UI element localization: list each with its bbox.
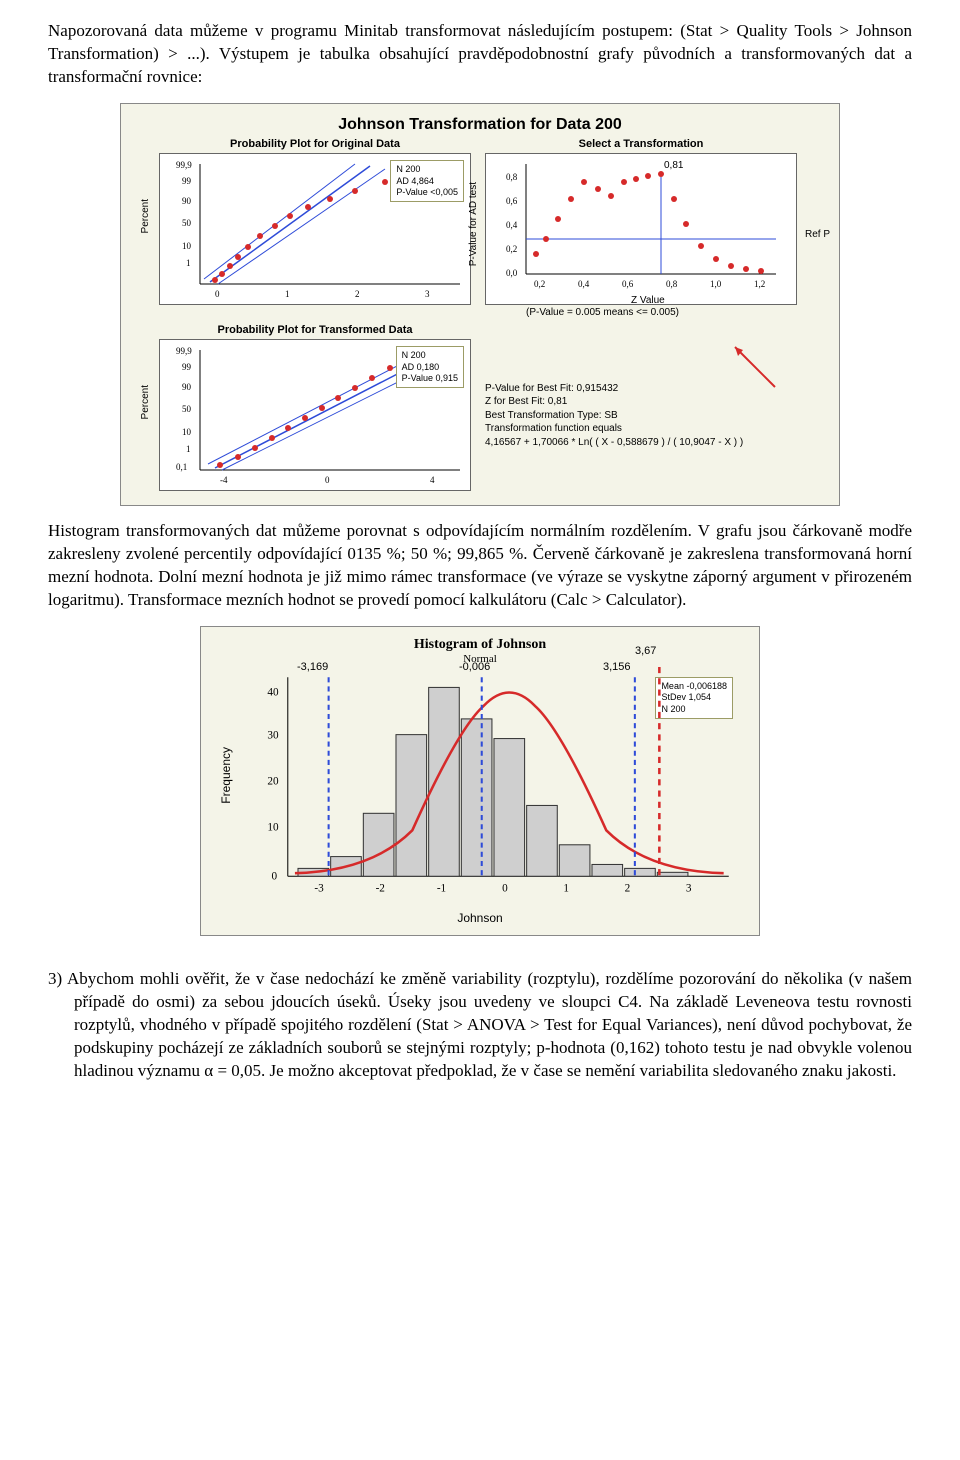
svg-text:0: 0 [325,475,330,485]
svg-text:99,9: 99,9 [176,160,192,170]
svg-text:-2: -2 [376,883,385,895]
svg-text:1,2: 1,2 [754,279,765,289]
svg-text:90: 90 [182,382,192,392]
svg-text:40: 40 [267,687,279,699]
svg-text:99: 99 [182,176,192,186]
svg-text:4: 4 [430,475,435,485]
p1-ad: AD 4,864 [396,176,458,187]
svg-text:0: 0 [215,289,220,299]
svg-text:10: 10 [182,241,192,251]
svg-text:0,6: 0,6 [622,279,634,289]
p3-n: N 200 [402,350,458,361]
bullet-paragraph: 3) Abychom mohli ověřit, že v čase nedoc… [48,968,912,1083]
intro-paragraph: Napozorovaná data můžeme v programu Mini… [48,20,912,89]
svg-text:3: 3 [686,883,692,895]
p3-ad: AD 0,180 [402,362,458,373]
svg-text:-1: -1 [437,883,446,895]
svg-text:1: 1 [186,258,191,268]
svg-text:99: 99 [182,362,192,372]
svg-text:1: 1 [563,883,569,895]
svg-text:50: 50 [182,218,192,228]
panel-select: Select a Transformation P-Value for AD t… [485,153,797,305]
panel3-title: Probability Plot for Transformed Data [160,324,470,336]
best-l2: Z for Best Fit: 0,81 [485,395,795,409]
panel1-title: Probability Plot for Original Data [160,138,470,150]
p1-n: N 200 [396,164,458,175]
hist-panel: Frequency -3,169 -0,006 3,156 3,67 Mean … [249,667,739,895]
best-l5: 4,16567 + 1,70066 * Ln( ( X - 0,588679 )… [485,436,795,450]
p3-ylabel: Percent [140,385,151,419]
johnson-chart: Johnson Transformation for Data 200 Prob… [120,103,840,507]
svg-text:0: 0 [502,883,508,895]
p2-ref: Ref P [805,229,830,240]
svg-text:0,1: 0,1 [176,462,187,472]
panel-transformed: Probability Plot for Transformed Data Pe… [159,339,471,491]
svg-text:1: 1 [186,444,191,454]
svg-text:2: 2 [355,289,360,299]
svg-text:10: 10 [182,427,192,437]
hist-v4: 3,67 [635,645,656,657]
svg-text:50: 50 [182,404,192,414]
svg-text:20: 20 [267,776,279,788]
svg-text:0,8: 0,8 [506,172,518,182]
p1-pv: P-Value <0,005 [396,187,458,198]
p2-plot: 0,2 0,4 0,6 0,8 1,0 1,2 0,0 0,2 0,4 0,6 0,8 [486,154,796,304]
svg-text:99,9: 99,9 [176,346,192,356]
svg-text:30: 30 [267,730,279,742]
hist-title: Histogram of Johnson [211,637,749,653]
p3-pv: P-Value 0,915 [402,373,458,384]
p3-legend: N 200 AD 0,180 P-Value 0,915 [396,346,464,388]
panel-original: Probability Plot for Original Data Perce… [159,153,471,305]
svg-text:0,2: 0,2 [506,244,517,254]
p1-legend: N 200 AD 4,864 P-Value <0,005 [390,160,464,202]
svg-text:0: 0 [271,870,277,882]
svg-text:0,4: 0,4 [578,279,590,289]
p2-zlab: Z Value [631,295,665,306]
svg-text:0,8: 0,8 [666,279,678,289]
arrow-icon [725,342,785,392]
svg-text:10: 10 [267,821,279,833]
svg-text:90: 90 [182,196,192,206]
chart1-title: Johnson Transformation for Data 200 [131,114,829,136]
p2-note: (P-Value = 0.005 means <= 0.005) [526,307,679,318]
svg-text:1: 1 [285,289,290,299]
svg-text:0,4: 0,4 [506,220,518,230]
histogram-chart: Histogram of Johnson Normal Frequency -3… [200,626,760,936]
best-l4: Transformation function equals [485,422,795,436]
p1-ylabel: Percent [140,199,151,233]
svg-text:3: 3 [425,289,430,299]
hist-ylabel: Frequency [219,747,233,804]
p2-zval: 0,81 [664,160,683,171]
svg-text:0,6: 0,6 [506,196,518,206]
svg-text:-3: -3 [314,883,324,895]
svg-text:0,0: 0,0 [506,268,518,278]
hist-svg: -3 -2 -1 0 1 2 3 0 10 20 30 40 [249,667,739,902]
hist-xlabel: Johnson [201,911,759,925]
best-l3: Best Transformation Type: SB [485,409,795,423]
svg-text:2: 2 [625,883,631,895]
best-fit-annotation: P-Value for Best Fit: 0,915432 Z for Bes… [485,382,795,450]
panel2-title: Select a Transformation [486,138,796,150]
svg-text:1,0: 1,0 [710,279,722,289]
svg-text:0,2: 0,2 [534,279,545,289]
p2-ylabel: P-Value for AD test [468,182,479,266]
mid-paragraph: Histogram transformovaných dat můžeme po… [48,520,912,612]
svg-text:-4: -4 [220,475,228,485]
